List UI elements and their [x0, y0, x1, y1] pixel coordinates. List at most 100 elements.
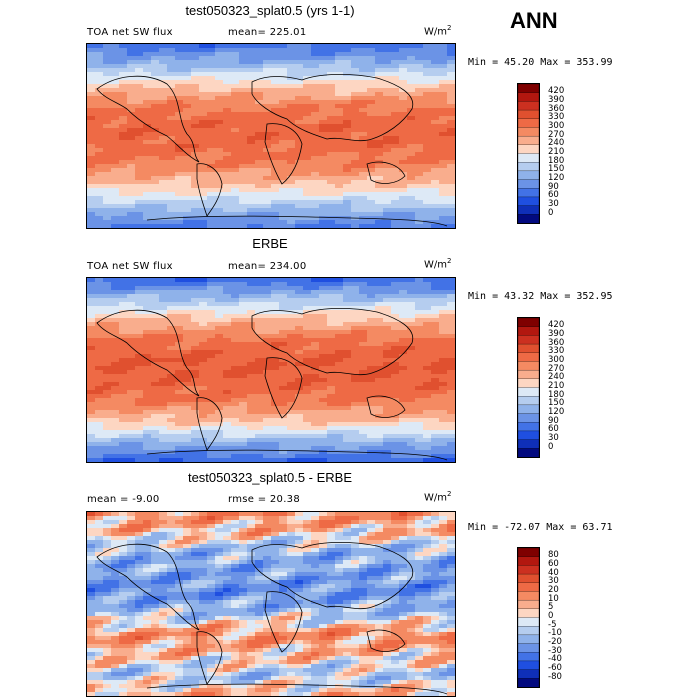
- field-cell: [159, 382, 168, 387]
- field-cell: [295, 390, 304, 395]
- field-cell: [183, 382, 192, 387]
- field-cell: [215, 362, 224, 367]
- field-cell: [175, 556, 184, 561]
- field-cell: [311, 450, 320, 455]
- field-cell: [343, 188, 352, 193]
- field-cell: [207, 80, 216, 85]
- field-cell: [447, 366, 455, 371]
- field-cell: [159, 516, 168, 521]
- field-cell: [143, 216, 152, 221]
- field-cell: [231, 330, 240, 335]
- field-cell: [175, 442, 184, 447]
- field-cell: [407, 76, 416, 81]
- field-cell: [199, 516, 208, 521]
- field-cell: [399, 552, 408, 557]
- field-cell: [207, 92, 216, 97]
- field-cell: [391, 382, 400, 387]
- field-cell: [223, 334, 232, 339]
- field-cell: [343, 528, 352, 533]
- field-cell: [391, 184, 400, 189]
- field-cell: [127, 536, 136, 541]
- field-cell: [287, 310, 296, 315]
- field-cell: [391, 370, 400, 375]
- field-cell: [247, 160, 256, 165]
- field-cell: [343, 350, 352, 355]
- field-cell: [95, 164, 104, 169]
- field-cell: [255, 84, 264, 89]
- field-cell: [383, 524, 392, 529]
- field-cell: [175, 346, 184, 351]
- field-cell: [375, 92, 384, 97]
- field-cell: [367, 132, 376, 137]
- field-cell: [199, 434, 208, 439]
- field-cell: [247, 104, 256, 109]
- field-cell: [191, 524, 200, 529]
- field-cell: [415, 458, 424, 462]
- field-cell: [143, 410, 152, 415]
- field-cell: [247, 430, 256, 435]
- field-cell: [383, 152, 392, 157]
- field-cell: [207, 104, 216, 109]
- field-cell: [183, 286, 192, 291]
- field-cell: [359, 124, 368, 129]
- field-cell: [207, 516, 216, 521]
- field-cell: [111, 44, 120, 49]
- field-cell: [383, 386, 392, 391]
- field-cell: [263, 144, 272, 149]
- field-cell: [359, 224, 368, 228]
- field-cell: [287, 180, 296, 185]
- field-cell: [239, 278, 248, 283]
- field-cell: [351, 44, 360, 49]
- field-cell: [423, 318, 432, 323]
- field-cell: [159, 322, 168, 327]
- field-cell: [127, 172, 136, 177]
- field-cell: [111, 398, 120, 403]
- field-cell: [327, 88, 336, 93]
- field-cell: [375, 358, 384, 363]
- field-cell: [255, 180, 264, 185]
- field-cell: [247, 212, 256, 217]
- field-cell: [239, 188, 248, 193]
- field-cell: [239, 44, 248, 49]
- field-cell: [335, 386, 344, 391]
- field-cell: [303, 282, 312, 287]
- field-cell: [159, 528, 168, 533]
- field-cell: [279, 422, 288, 427]
- field-cell: [223, 314, 232, 319]
- field-cell: [287, 76, 296, 81]
- panel1-map: [86, 43, 456, 229]
- field-cell: [279, 560, 288, 565]
- field-cell: [95, 56, 104, 61]
- field-cell: [343, 302, 352, 307]
- field-cell: [263, 286, 272, 291]
- field-cell: [207, 72, 216, 77]
- field-cell: [175, 426, 184, 431]
- field-cell: [207, 176, 216, 181]
- field-cell: [407, 224, 416, 228]
- field-cell: [159, 390, 168, 395]
- field-cell: [303, 524, 312, 529]
- panel2-colorbar-svg: [517, 317, 540, 458]
- field-cell: [383, 450, 392, 455]
- field-cell: [159, 454, 168, 459]
- field-cell: [287, 290, 296, 295]
- field-cell: [143, 370, 152, 375]
- field-cell: [191, 390, 200, 395]
- field-cell: [119, 172, 128, 177]
- field-cell: [111, 180, 120, 185]
- field-cell: [279, 398, 288, 403]
- field-cell: [111, 220, 120, 225]
- field-cell: [295, 564, 304, 569]
- field-cell: [239, 350, 248, 355]
- field-cell: [175, 366, 184, 371]
- field-cell: [399, 540, 408, 545]
- field-cell: [143, 350, 152, 355]
- field-cell: [103, 212, 112, 217]
- field-cell: [367, 64, 376, 69]
- field-cell: [311, 386, 320, 391]
- field-cell: [439, 212, 448, 217]
- field-cell: [87, 92, 96, 97]
- field-cell: [223, 310, 232, 315]
- field-cell: [255, 136, 264, 141]
- field-cell: [439, 410, 448, 415]
